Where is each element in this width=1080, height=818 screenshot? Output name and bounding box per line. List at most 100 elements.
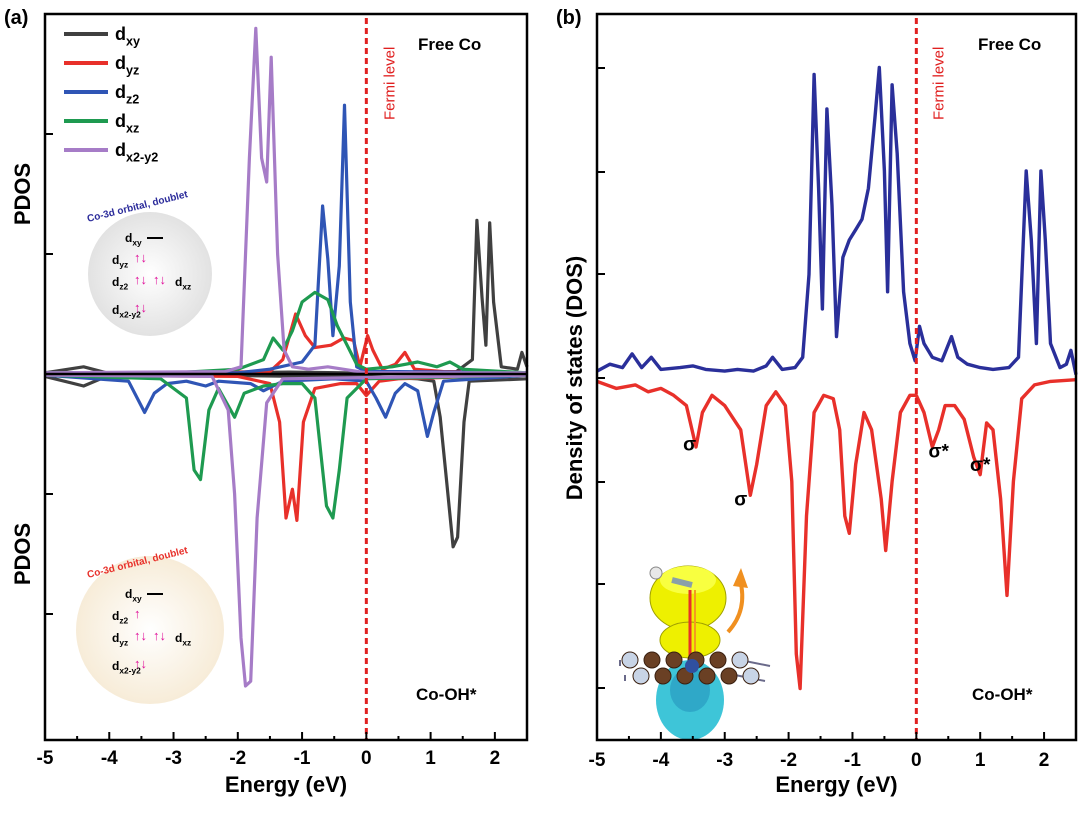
inset-bottom-level-z2-sub: z2 xyxy=(119,616,128,626)
legend-label-z2-base: d xyxy=(115,82,126,102)
series-down-d_yz xyxy=(44,373,528,522)
inset-top-level-xz-base: d xyxy=(175,275,182,289)
series-co-oh xyxy=(596,378,1077,691)
x-tick-label: 2 xyxy=(1039,750,1050,771)
hydrogen-atom xyxy=(649,566,663,580)
inset-top-level-z2: dz2 xyxy=(112,275,129,292)
inset-bottom-level-x2-y2: dx2-y2 xyxy=(112,659,141,676)
x-tick-label: -2 xyxy=(780,750,797,771)
inset-bottom-electrons: ↑ xyxy=(134,606,141,621)
inset-top-level-x2-y2-sub: x2-y2 xyxy=(119,310,141,320)
inset-bottom-level-xy: dxy xyxy=(125,587,142,604)
inset-top-level-xz-sub: xz xyxy=(182,282,191,292)
x-tick-label: -3 xyxy=(165,748,182,769)
lattice-atom xyxy=(742,667,760,685)
inset-bottom-level-xz: dxz xyxy=(175,631,191,648)
x-tick-label: -3 xyxy=(716,750,733,771)
lattice-atom xyxy=(621,651,639,669)
sigma-label-3: σ* xyxy=(970,455,991,476)
series-down-d_xy xyxy=(44,373,528,549)
panel-b-label: (b) xyxy=(556,7,582,29)
molecule-inset xyxy=(619,565,771,740)
plot-frame xyxy=(43,12,529,742)
inset-bottom-level-yz-base: d xyxy=(112,631,119,645)
series-free-co xyxy=(596,65,1078,375)
inset-top-level-xz: dxz xyxy=(175,275,191,292)
orbital-lobe-highlight xyxy=(660,566,716,594)
lattice-atom xyxy=(654,667,672,685)
y-axis-label-bottom: PDOS xyxy=(10,523,35,585)
inset-bottom-circle xyxy=(76,556,224,704)
x-axis-label: Energy (eV) xyxy=(225,772,347,797)
legend-label-x2-y2: dx2-y2 xyxy=(115,140,158,164)
x-tick-label: -1 xyxy=(294,748,311,769)
x-tick-label: 2 xyxy=(490,748,501,769)
x-tick-label: -2 xyxy=(229,748,246,769)
annotation-co-oh: Co-OH* xyxy=(416,685,477,704)
legend-label-yz-sub: yz xyxy=(126,63,139,77)
series-up-d_z2 xyxy=(45,103,528,375)
y-axis-label-top: PDOS xyxy=(10,163,35,225)
x-axis-label: Energy (eV) xyxy=(775,772,897,797)
inset-bottom-electrons: ↑↓ xyxy=(134,628,147,643)
lattice-atom xyxy=(709,651,727,669)
sigma-label-1: σ xyxy=(734,490,747,511)
fermi-label: Fermi level xyxy=(381,47,398,120)
inset-top-level-x2-y2: dx2-y2 xyxy=(112,303,141,320)
sigma-label-2: σ* xyxy=(928,441,949,462)
legend-label-xy-sub: xy xyxy=(126,34,140,48)
panel-b: (b) Fermi level σ σ σ* σ* -5 -4 -3 -2 -1 0 1 2 Energy … xyxy=(556,7,1078,797)
inset-top-level-yz: dyz xyxy=(112,253,128,270)
arrow-head xyxy=(733,568,748,588)
series-down-d_xz xyxy=(44,373,528,520)
inset-top-circle xyxy=(88,212,212,336)
legend-label-xy: dxy xyxy=(115,24,140,48)
legend-label-yz-base: d xyxy=(115,53,126,73)
o-h-bond xyxy=(671,577,693,588)
inset-bottom-level-x2-y2-base: d xyxy=(112,659,119,673)
lattice-atom xyxy=(632,667,650,685)
series-up-d_xz xyxy=(45,290,528,375)
legend-label-x2-y2-base: d xyxy=(115,140,126,160)
inset-top-level-xy: dxy xyxy=(125,231,142,248)
inset-bottom-electrons: ↑↓ xyxy=(134,656,147,671)
inset-bottom-electrons: ↑↓ xyxy=(153,628,166,643)
series-down-d_x2-y2 xyxy=(44,373,528,688)
lattice-atom xyxy=(665,651,683,669)
inset-top-electrons: ↑↓ xyxy=(153,272,166,287)
inset-top-level-x2-y2-base: d xyxy=(112,303,119,317)
panel-a-label: (a) xyxy=(4,7,28,29)
legend-label-yz: dyz xyxy=(115,53,139,77)
annotation-co-oh: Co-OH* xyxy=(972,685,1033,704)
x-tick-label: -1 xyxy=(844,750,861,771)
x-tick-label: -5 xyxy=(589,750,606,771)
inset-bottom-level-xy-base: d xyxy=(125,587,132,601)
lattice-atom xyxy=(643,651,661,669)
legend-label-z2-sub: z2 xyxy=(126,92,139,106)
inset-bottom-level-yz-sub: yz xyxy=(119,638,128,648)
inset-top-level-xy-base: d xyxy=(125,231,132,245)
fermi-label: Fermi level xyxy=(930,47,947,120)
inset-top-level-z2-sub: z2 xyxy=(119,282,128,292)
x-tick-label: 1 xyxy=(425,748,436,769)
inset-bottom-level-z2: dz2 xyxy=(112,609,129,626)
lattice-atom xyxy=(698,667,716,685)
inset-top-level-z2-base: d xyxy=(112,275,119,289)
lattice-atom xyxy=(731,651,749,669)
y-axis-label: Density of states (DOS) xyxy=(562,256,587,501)
inset-top-electrons: ↑↓ xyxy=(134,272,147,287)
legend-label-xz-sub: xz xyxy=(126,121,139,135)
annotation-free-co: Free Co xyxy=(978,35,1041,54)
inset-bottom-level-yz: dyz xyxy=(112,631,128,648)
legend-label-xz: dxz xyxy=(115,111,139,135)
inset-bottom-level-x2-y2-sub: x2-y2 xyxy=(119,666,141,676)
x-tick-label: 1 xyxy=(975,750,986,771)
legend-label-z2: dz2 xyxy=(115,82,139,106)
x-tick-label: 0 xyxy=(911,750,922,771)
legend-label-xz-base: d xyxy=(115,111,126,131)
annotation-free-co: Free Co xyxy=(418,35,481,54)
lattice-atom xyxy=(720,667,738,685)
